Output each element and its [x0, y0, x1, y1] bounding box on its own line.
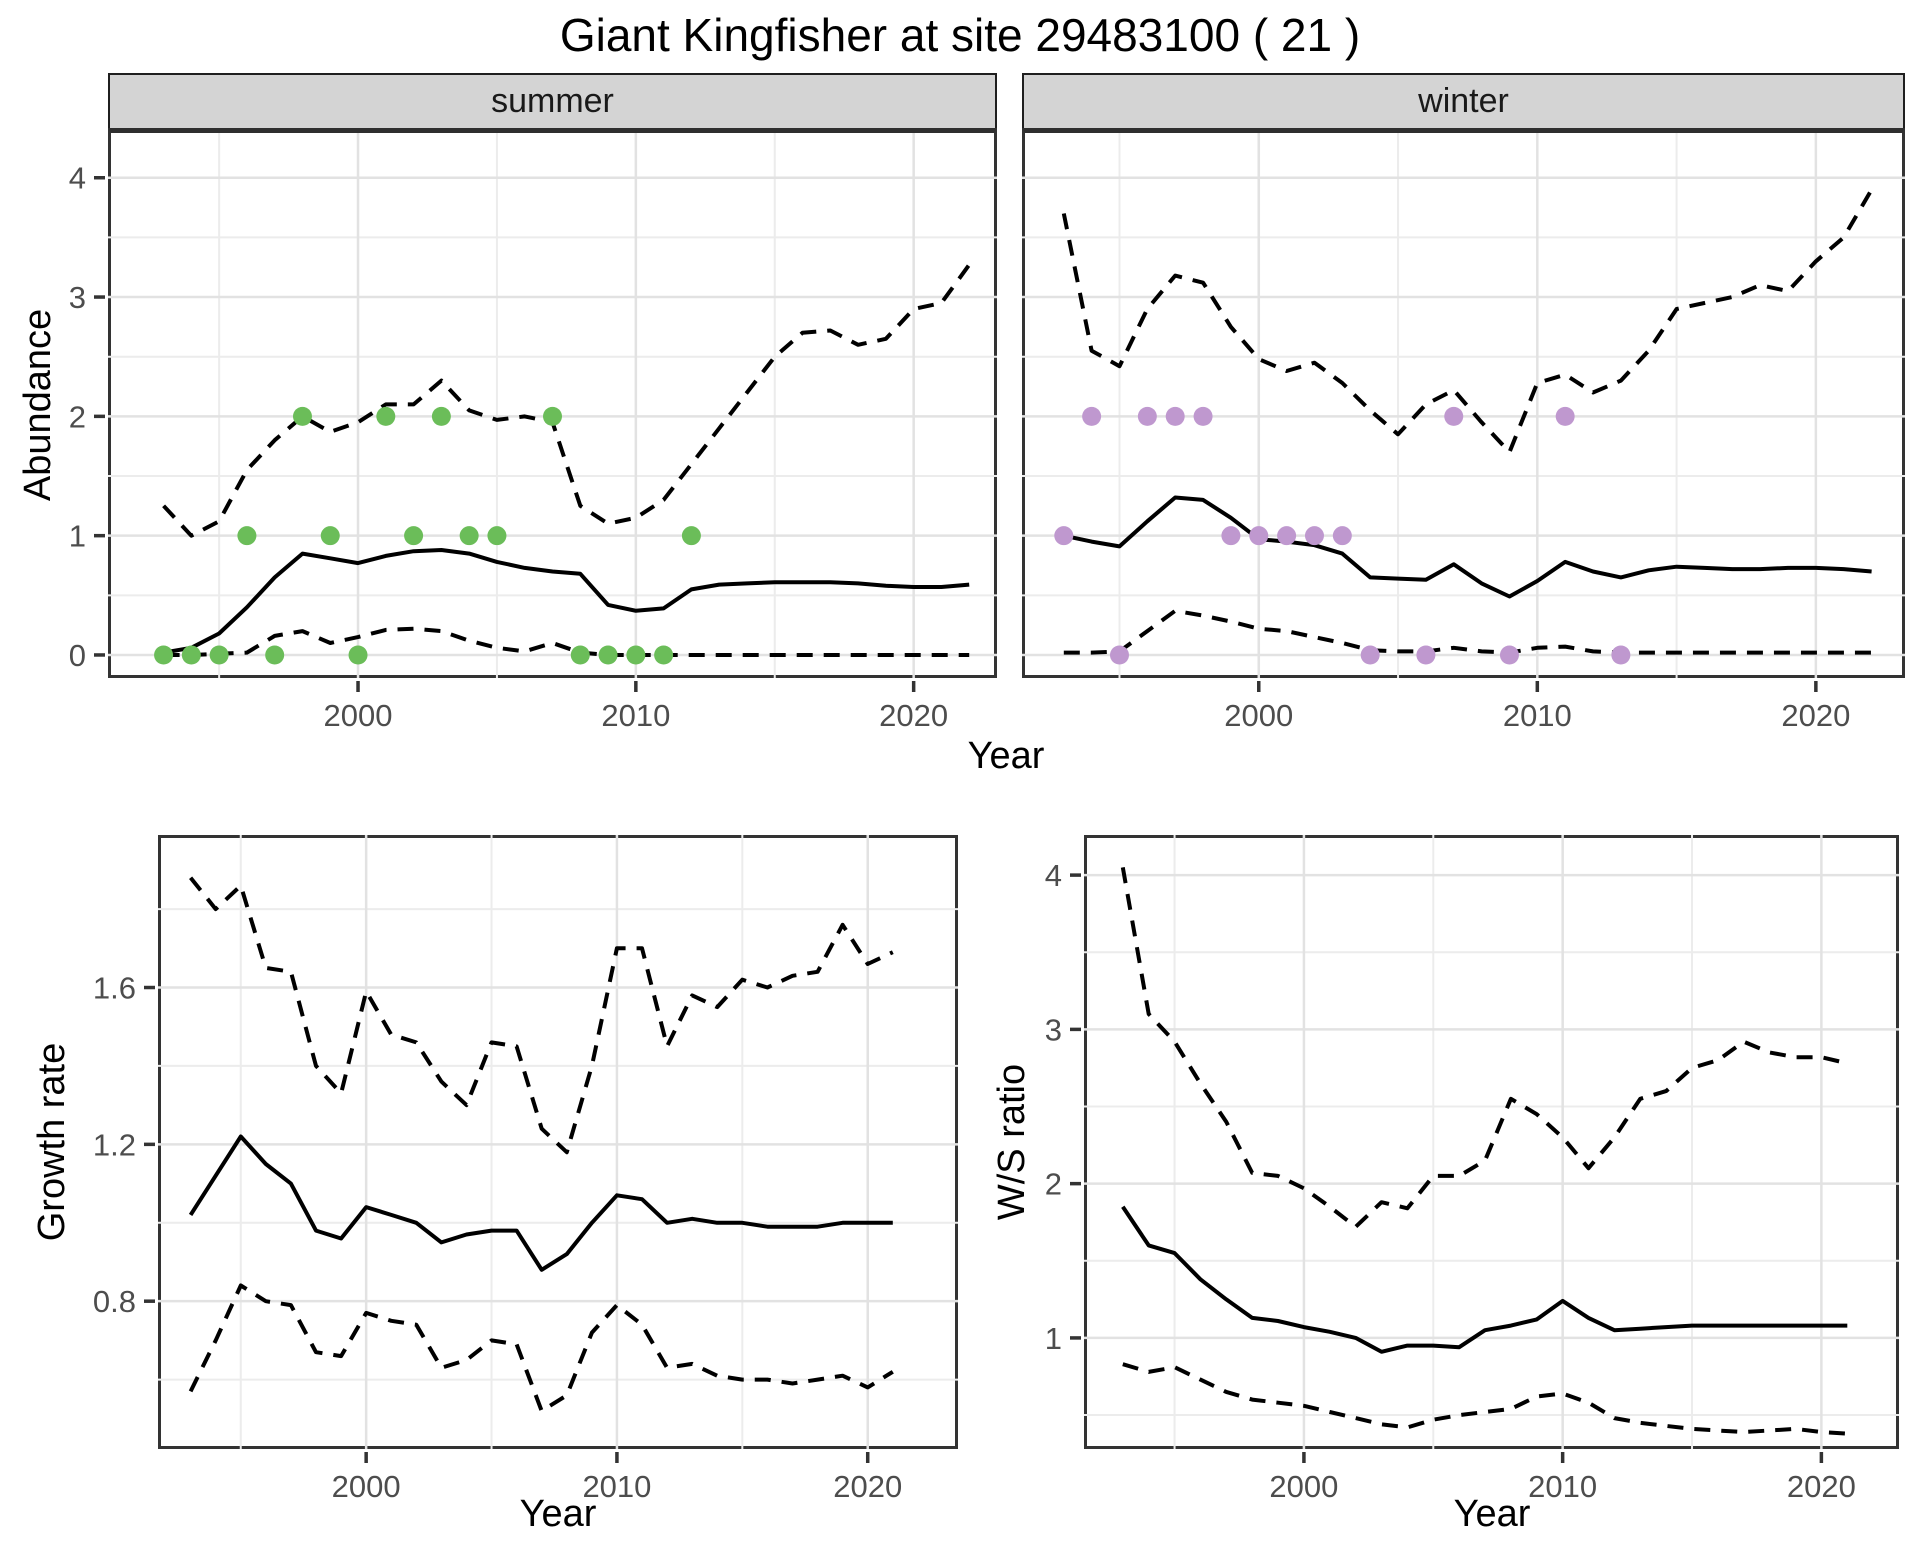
svg-text:4: 4: [1045, 858, 1062, 893]
svg-text:0: 0: [69, 638, 86, 673]
svg-text:1.6: 1.6: [93, 971, 136, 1006]
svg-text:2010: 2010: [1503, 698, 1572, 733]
ws-ratio-axis-title: W/S ratio: [991, 1063, 1033, 1221]
facet-strip-winter-label: winter: [1418, 82, 1509, 120]
svg-text:2020: 2020: [833, 1469, 902, 1504]
winter-abundance-panel: [1022, 128, 1905, 678]
svg-text:2020: 2020: [879, 698, 948, 733]
facet-strip-summer: summer: [108, 73, 997, 128]
svg-text:2000: 2000: [324, 698, 393, 733]
svg-text:2000: 2000: [1224, 698, 1293, 733]
svg-text:2: 2: [69, 399, 86, 434]
facet-strip-winter: winter: [1022, 73, 1905, 128]
svg-text:1: 1: [1045, 1321, 1062, 1356]
year-axis-title-growth: Year: [519, 1493, 597, 1535]
plot-title: Giant Kingfisher at site 29483100 ( 21 ): [559, 9, 1361, 61]
year-axis-title-top: Year: [967, 735, 1045, 777]
summer-abundance-panel: [108, 128, 997, 678]
facet-strip-summer-label: summer: [491, 82, 614, 120]
svg-text:1: 1: [69, 519, 86, 554]
svg-text:2020: 2020: [1787, 1469, 1856, 1504]
svg-text:4: 4: [69, 161, 86, 196]
svg-text:0.8: 0.8: [93, 1284, 136, 1319]
svg-text:2: 2: [1045, 1167, 1062, 1202]
ws-ratio-panel: [1084, 835, 1899, 1449]
year-axis-title-ws: Year: [1453, 1493, 1531, 1535]
growth-rate-panel: [158, 835, 958, 1449]
svg-text:2010: 2010: [601, 698, 670, 733]
svg-text:3: 3: [69, 280, 86, 315]
svg-text:3: 3: [1045, 1012, 1062, 1047]
svg-text:1.2: 1.2: [93, 1127, 136, 1162]
growth-rate-axis-title: Growth rate: [31, 1042, 73, 1242]
svg-text:2020: 2020: [1781, 698, 1850, 733]
abundance-axis-title: Abundance: [17, 308, 59, 502]
winter-axes: 2000 2010 2020: [1224, 681, 1850, 733]
